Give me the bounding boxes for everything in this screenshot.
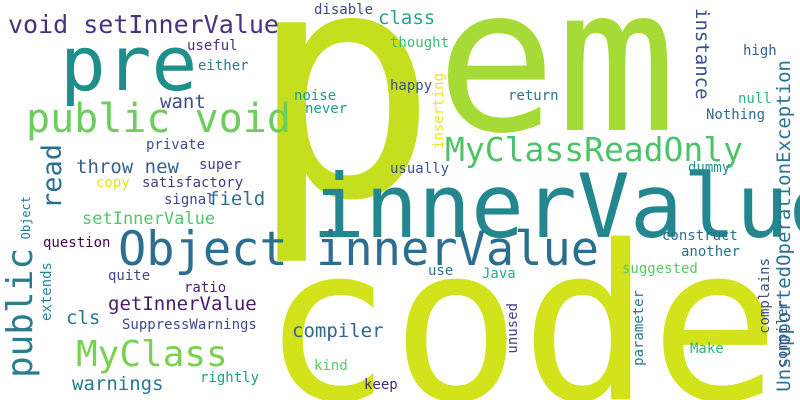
word-Java: Java: [482, 266, 516, 282]
word-usually: usually: [390, 161, 450, 177]
word-throw-new: throw new: [76, 156, 179, 178]
word-complains: complains: [757, 258, 773, 334]
word-keep: keep: [364, 377, 398, 393]
word-warnings: warnings: [72, 373, 164, 395]
word-useful: useful: [187, 38, 238, 54]
word-happy: happy: [390, 78, 433, 94]
word-getInnerValue: getInnerValue: [108, 293, 257, 315]
word-use: use: [428, 263, 454, 279]
word-signal: signal: [164, 192, 215, 208]
word-noise: noise: [294, 88, 337, 104]
word-super: super: [199, 157, 242, 173]
word-thought: thought: [390, 35, 450, 51]
word-private: private: [146, 137, 206, 153]
word-high: high: [743, 43, 777, 59]
word-pre: pre: [60, 19, 198, 108]
word-setInnerValue-green: setInnerValue: [82, 209, 216, 229]
word-copy: copy: [96, 175, 130, 191]
word-disable: disable: [314, 2, 374, 18]
word-dummy: dummy: [688, 160, 731, 176]
word-Make: Make: [690, 341, 724, 357]
word-kind: kind: [314, 358, 348, 374]
word-question: question: [43, 235, 111, 251]
word-em: em: [436, 0, 677, 178]
word-Nothing: Nothing: [706, 107, 766, 123]
word-compiler-small: compiler: [775, 300, 791, 368]
word-another: another: [681, 244, 741, 260]
word-inserting: inserting: [431, 73, 447, 149]
word-public: public: [0, 248, 41, 379]
word-Object: Object: [19, 196, 33, 240]
word-unused: unused: [505, 303, 521, 354]
word-quite: quite: [108, 268, 151, 284]
word-class: class: [378, 7, 436, 29]
word-code: code: [262, 199, 780, 400]
word-either: either: [198, 58, 249, 74]
word-suggested: suggested: [622, 261, 698, 277]
word-instance: instance: [691, 8, 713, 100]
word-innerValue: innerValue: [312, 155, 800, 258]
word-object-innerValue: Object innerValue: [118, 222, 600, 277]
word-read: read: [37, 144, 68, 210]
word-MyClass: MyClass: [76, 334, 228, 375]
word-satisfactory: satisfactory: [142, 175, 244, 191]
word-field: field: [208, 188, 266, 210]
word-return: return: [508, 88, 559, 104]
word-public-void: public void: [26, 96, 291, 142]
word-compiler: compiler: [292, 320, 384, 342]
word-null: null: [738, 91, 772, 107]
word-SuppressWarnings: SuppressWarnings: [122, 317, 257, 333]
word-want: want: [160, 91, 206, 113]
word-void-setInnerValue: void setInnerValue: [8, 10, 279, 39]
word-construct: construct: [662, 228, 738, 244]
word-never: never: [305, 101, 348, 117]
word-MyClassReadOnly: MyClassReadOnly: [445, 130, 744, 169]
word-extends: extends: [39, 262, 55, 322]
word-rightly: rightly: [200, 370, 260, 386]
word-cls: cls: [66, 307, 101, 329]
word-parameter: parameter: [631, 290, 647, 366]
word-ratio: ratio: [184, 280, 227, 296]
word-p: p: [248, 0, 439, 270]
